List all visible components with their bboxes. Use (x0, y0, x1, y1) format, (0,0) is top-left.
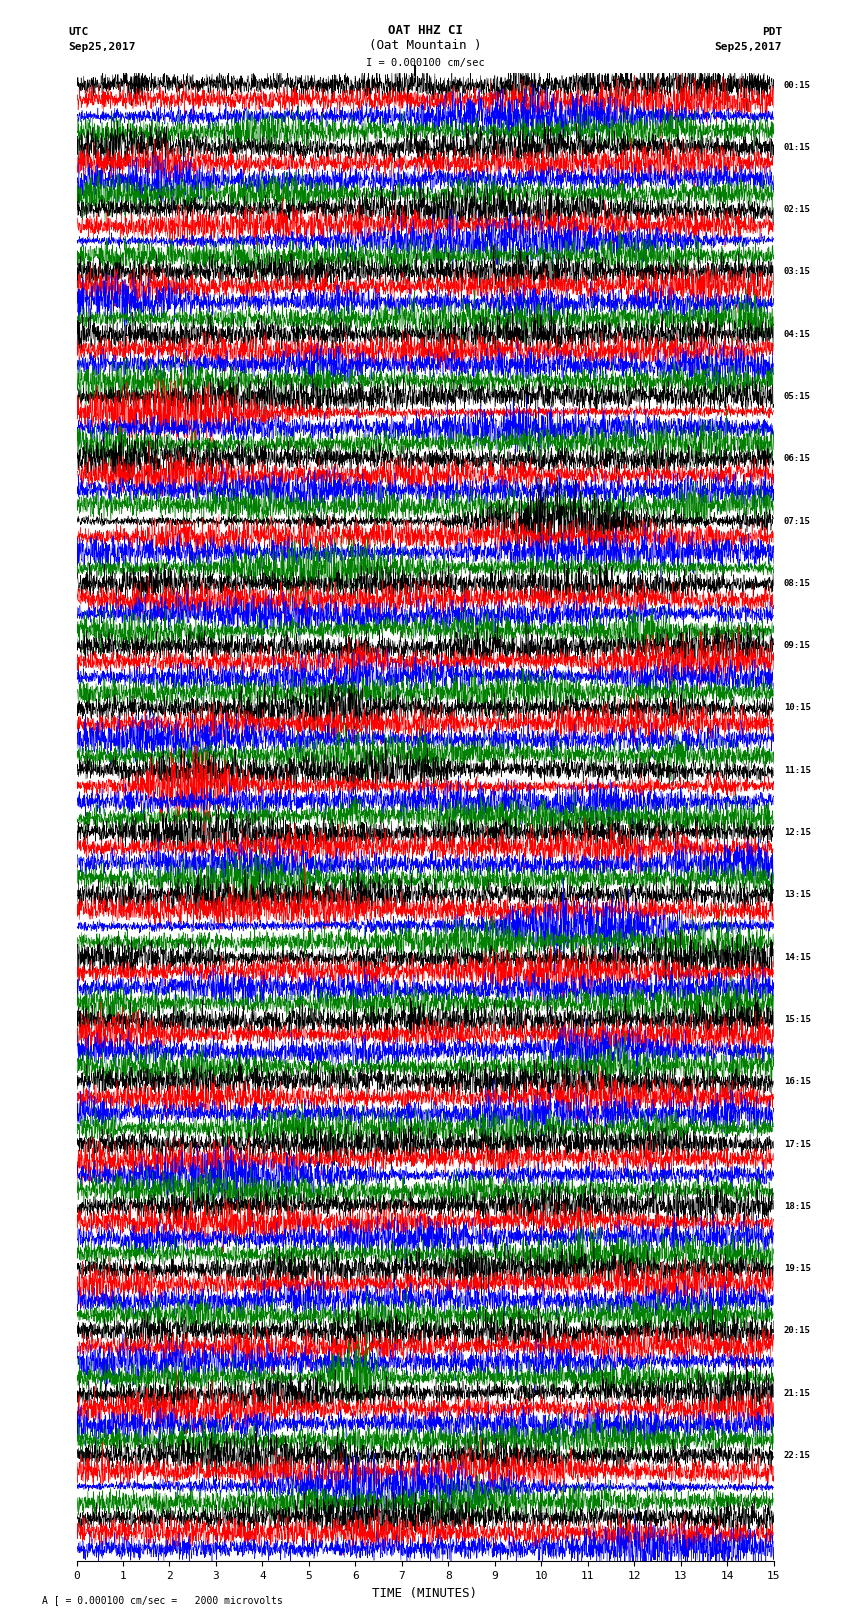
Text: 05:15: 05:15 (784, 392, 811, 402)
Text: 16:15: 16:15 (784, 1077, 811, 1086)
Text: 12:15: 12:15 (784, 827, 811, 837)
Text: 13:15: 13:15 (784, 890, 811, 900)
Text: 03:15: 03:15 (784, 268, 811, 276)
Text: 22:15: 22:15 (784, 1452, 811, 1460)
Text: Sep25,2017: Sep25,2017 (715, 42, 782, 52)
Text: OAT HHZ CI: OAT HHZ CI (388, 24, 462, 37)
Text: Sep25,2017: Sep25,2017 (68, 42, 135, 52)
Text: 11:15: 11:15 (784, 766, 811, 774)
Text: 07:15: 07:15 (784, 516, 811, 526)
Text: PDT: PDT (762, 27, 782, 37)
Text: 02:15: 02:15 (784, 205, 811, 215)
Text: 20:15: 20:15 (784, 1326, 811, 1336)
Text: 14:15: 14:15 (784, 953, 811, 961)
Text: 18:15: 18:15 (784, 1202, 811, 1211)
Text: 17:15: 17:15 (784, 1139, 811, 1148)
X-axis label: TIME (MINUTES): TIME (MINUTES) (372, 1587, 478, 1600)
Text: 21:15: 21:15 (784, 1389, 811, 1398)
Text: 01:15: 01:15 (784, 144, 811, 152)
Text: 10:15: 10:15 (784, 703, 811, 713)
Text: I = 0.000100 cm/sec: I = 0.000100 cm/sec (366, 58, 484, 68)
Text: 00:15: 00:15 (784, 81, 811, 90)
Text: UTC: UTC (68, 27, 88, 37)
Text: 19:15: 19:15 (784, 1265, 811, 1273)
Text: 08:15: 08:15 (784, 579, 811, 587)
Text: A [ = 0.000100 cm/sec =   2000 microvolts: A [ = 0.000100 cm/sec = 2000 microvolts (42, 1595, 283, 1605)
Text: 09:15: 09:15 (784, 642, 811, 650)
Text: 06:15: 06:15 (784, 455, 811, 463)
Text: (Oat Mountain ): (Oat Mountain ) (369, 39, 481, 52)
Text: 15:15: 15:15 (784, 1015, 811, 1024)
Text: 04:15: 04:15 (784, 329, 811, 339)
